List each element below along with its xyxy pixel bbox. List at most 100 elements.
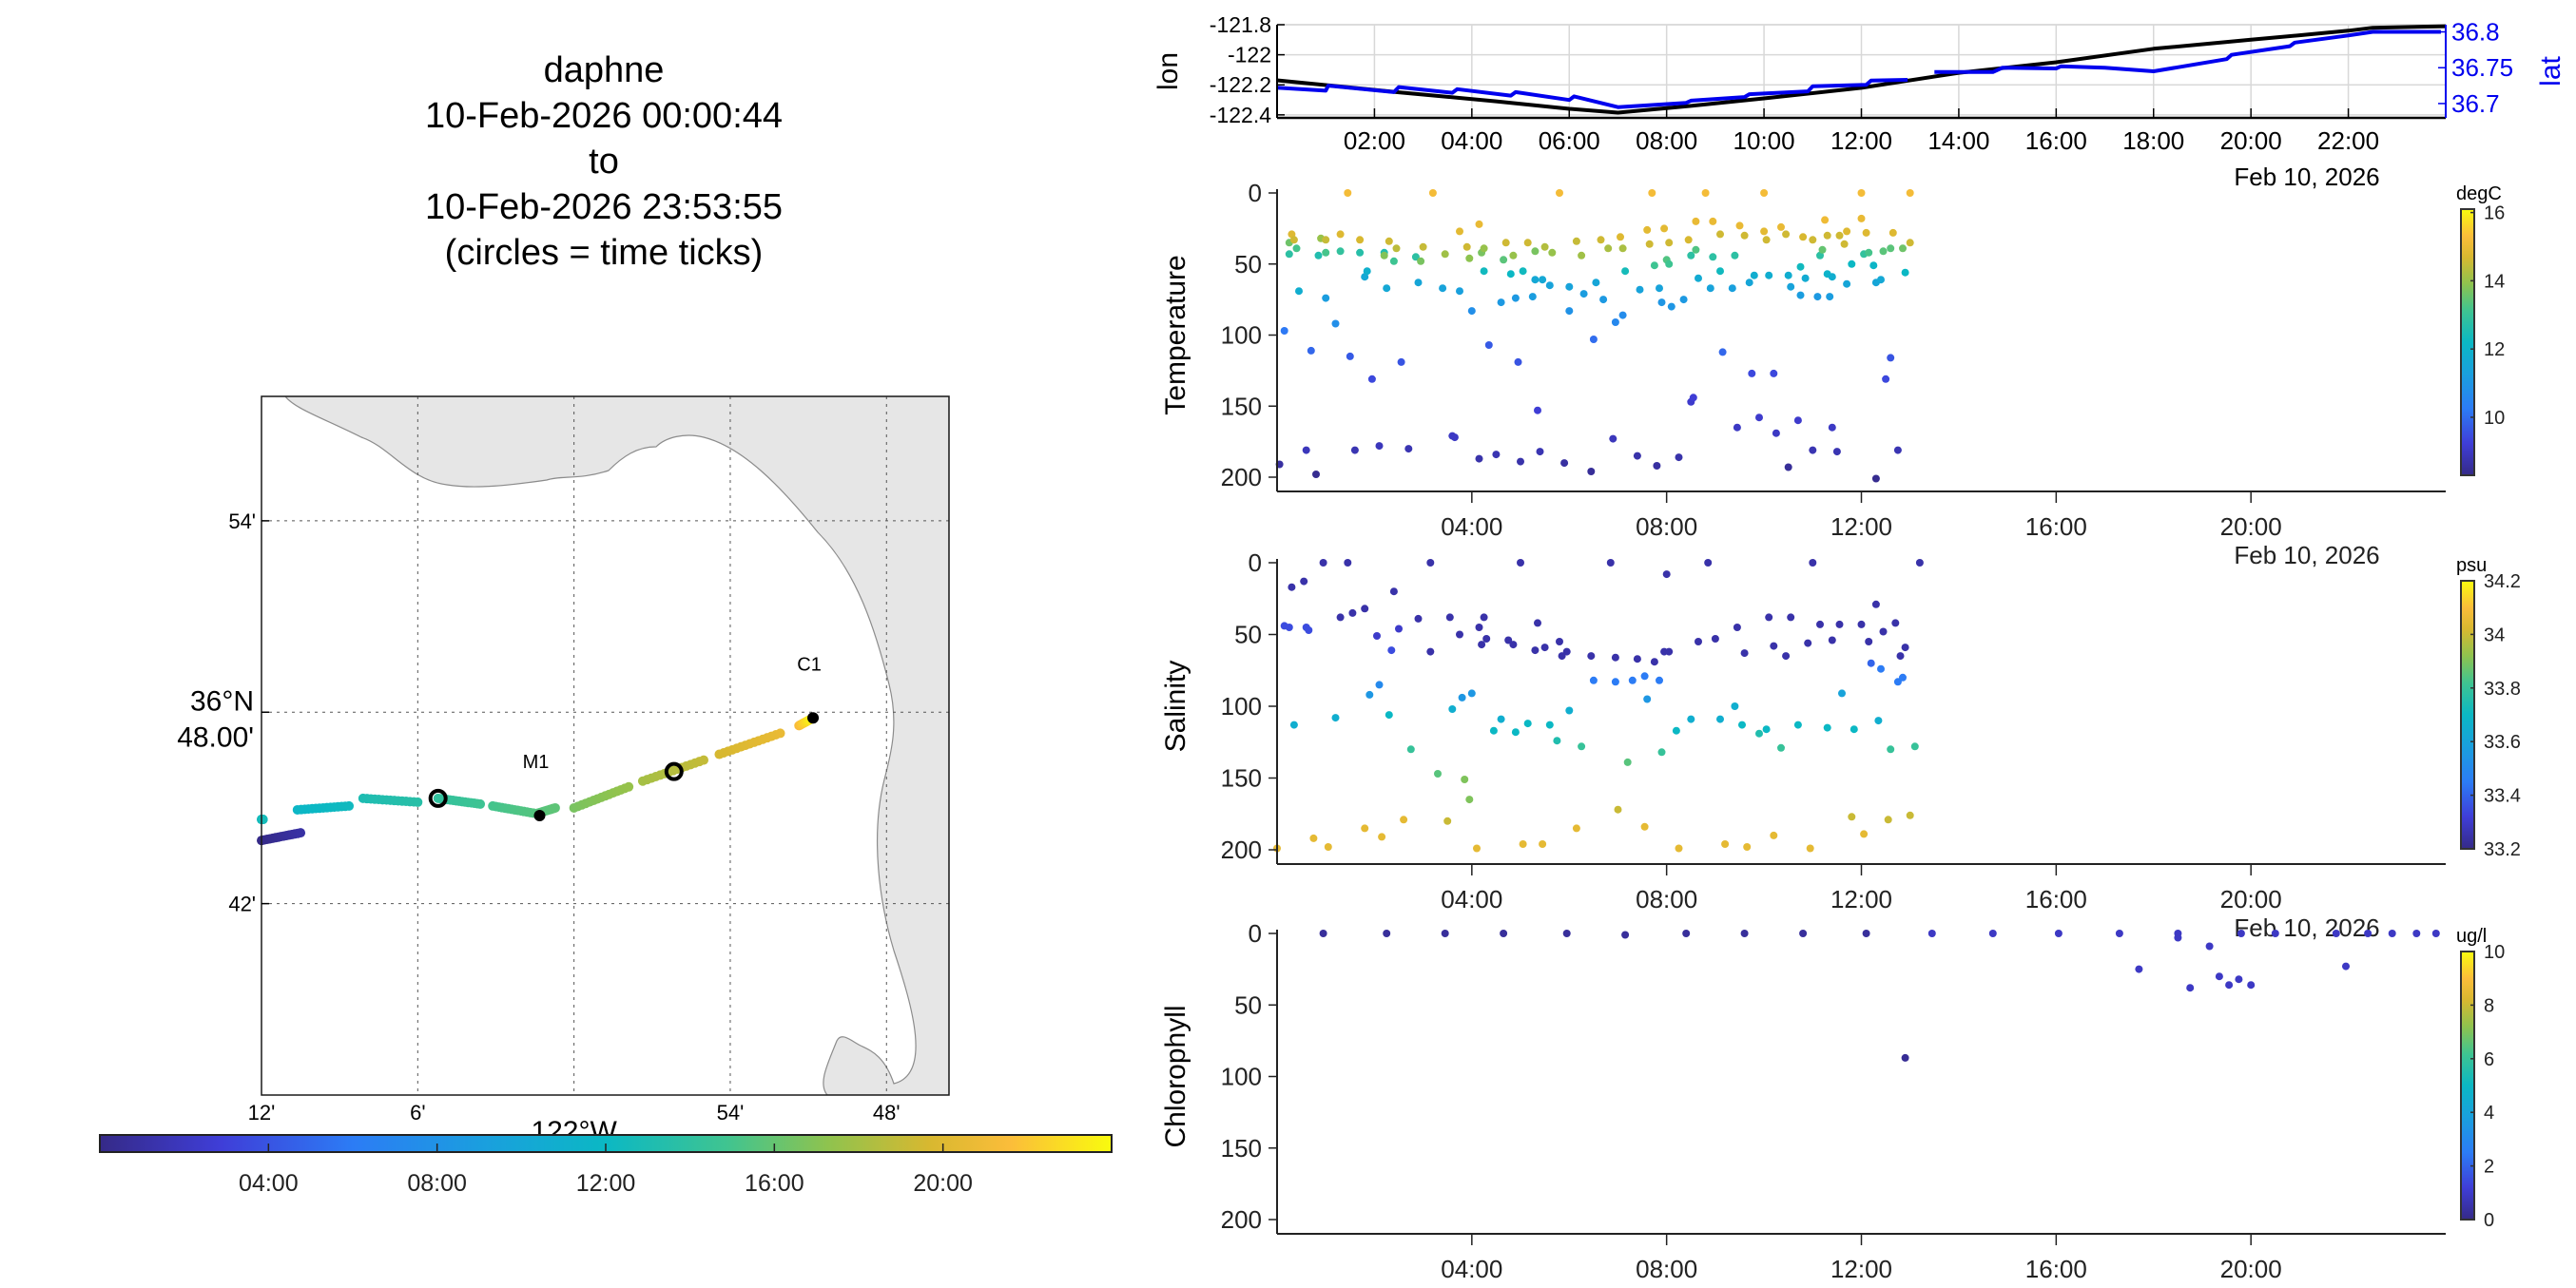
temperature-data-point <box>1869 261 1878 270</box>
temperature-data-point <box>1548 248 1557 257</box>
salinity-y-tick-label: 50 <box>1234 621 1262 649</box>
salinity-data-point <box>1331 714 1340 722</box>
chlorophyll-x-tick-label: 12:00 <box>1830 1255 1892 1283</box>
temperature-data-point <box>1480 244 1488 253</box>
salinity-data-point <box>1556 638 1563 645</box>
temperature-data-point <box>1695 274 1702 282</box>
temperature-data-point <box>1589 336 1598 343</box>
chlorophyll-colorbar-tick-label: 8 <box>2484 995 2494 1016</box>
temperature-data-point <box>1857 189 1866 197</box>
station-marker-m1 <box>533 810 546 821</box>
salinity-data-point <box>1443 817 1452 825</box>
salinity-data-point <box>1906 811 1914 819</box>
temperature-data-point <box>1787 282 1795 291</box>
temperature-data-point <box>1419 242 1427 251</box>
temperature-data-point <box>1322 236 1330 244</box>
temperature-data-point <box>1706 284 1714 293</box>
chlorophyll-data-point <box>2342 962 2350 971</box>
temperature-data-point <box>1716 230 1724 239</box>
temperature-data-point <box>1609 434 1617 443</box>
salinity-data-point <box>1336 613 1345 622</box>
chlorophyll-data-point <box>2054 930 2063 937</box>
salinity-data-point <box>1406 745 1415 754</box>
temperature-data-point <box>1456 287 1463 296</box>
chlorophyll-data-point <box>2364 930 2373 937</box>
salinity-data-point <box>1504 636 1513 644</box>
salinity-data-point <box>1478 641 1486 649</box>
temperature-data-point <box>1665 239 1674 247</box>
salinity-data-point <box>1884 816 1892 824</box>
temperature-data-point <box>1821 216 1830 224</box>
temperature-data-point <box>1665 260 1674 268</box>
salinity-colorbar-tick-label: 33.2 <box>2484 839 2521 860</box>
salinity-data-point <box>1305 626 1313 634</box>
salinity-data-point <box>1572 824 1580 833</box>
temperature-data-point <box>1813 293 1822 301</box>
salinity-data-point <box>1611 678 1619 686</box>
lat-tick-label: 36.8 <box>2451 18 2500 47</box>
salinity-data-point <box>1770 831 1778 839</box>
time-colorbar: 04:00 08:00 12:00 16:00 20:00 <box>99 1134 1113 1197</box>
salinity-data-point <box>1740 649 1749 658</box>
temperature-data-point <box>1809 446 1817 454</box>
temperature-data-point <box>1331 319 1340 328</box>
salinity-data-point <box>1640 672 1649 681</box>
salinity-data-point <box>1400 816 1408 824</box>
temperature-data-point <box>1818 245 1827 254</box>
temperature-data-point <box>1292 244 1301 253</box>
chlorophyll-data-point <box>1441 930 1449 937</box>
temperature-data-point <box>1906 239 1914 247</box>
temperature-data-point <box>1828 423 1836 432</box>
salinity-data-point <box>1901 644 1909 652</box>
temperature-data-point <box>1450 433 1459 442</box>
salinity-data-point <box>1395 625 1403 633</box>
salinity-data-point <box>1823 723 1831 732</box>
temperature-data-point <box>1793 416 1802 425</box>
temperature-data-point <box>1675 453 1683 462</box>
salinity-colorbar-tick-label: 33.8 <box>2484 679 2521 700</box>
chlorophyll-axis-label: Chlorophyll <box>1160 1005 1191 1147</box>
chlorophyll-data-point <box>1988 930 1997 937</box>
chlorophyll-x-tick-label: 20:00 <box>2220 1255 2282 1283</box>
temperature-x-tick-label: 16:00 <box>2025 512 2087 541</box>
temperature-data-point <box>1375 442 1384 451</box>
temperature-data-point <box>1439 284 1447 293</box>
temperature-y-tick-label: 50 <box>1234 250 1262 279</box>
chlorophyll-x-tick-label: 08:00 <box>1636 1255 1697 1283</box>
temperature-data-point <box>1363 267 1371 276</box>
temperature-data-point <box>1511 294 1520 302</box>
salinity-data-point <box>1835 620 1844 628</box>
map-x-tick-label: 48' <box>873 1101 901 1125</box>
chlorophyll-data-point <box>1682 930 1691 937</box>
lonlat-x-tick-label: 18:00 <box>2122 126 2184 155</box>
salinity-data-point <box>1562 647 1571 656</box>
temperature-data-point <box>1679 296 1688 304</box>
track-point <box>296 828 306 838</box>
temperature-data-point <box>1828 273 1836 281</box>
salinity-data-point <box>1871 600 1880 608</box>
temperature-y-tick-label: 150 <box>1221 392 1262 420</box>
temperature-data-point <box>1796 262 1805 271</box>
temperature-data-point <box>1350 446 1359 454</box>
lonlat-x-tick-label: 22:00 <box>2317 126 2379 155</box>
temperature-x-tick-label: 04:00 <box>1441 512 1502 541</box>
salinity-data-point <box>1787 613 1795 622</box>
track-point <box>624 781 634 792</box>
temperature-data-point <box>1367 375 1376 383</box>
temperature-data-point <box>1633 452 1641 460</box>
salinity-data-point <box>1860 830 1869 838</box>
salinity-colorbar <box>2460 580 2475 850</box>
temperature-data-point <box>1506 270 1515 279</box>
chlorophyll-colorbar-tick-label: 0 <box>2484 1210 2494 1231</box>
temperature-data-point <box>1611 318 1619 326</box>
salinity-data-point <box>1589 676 1598 684</box>
map-frame <box>261 395 950 1096</box>
salinity-data-point <box>1850 725 1858 734</box>
salinity-data-point <box>1489 726 1498 735</box>
temperature-data-point <box>1643 225 1652 234</box>
salinity-data-point <box>1519 840 1527 848</box>
salinity-data-point <box>1465 796 1474 804</box>
salinity-data-point <box>1414 614 1423 623</box>
title-line-end-time: 10-Feb-2026 23:53:55 <box>424 187 784 227</box>
salinity-data-point <box>1770 642 1778 650</box>
